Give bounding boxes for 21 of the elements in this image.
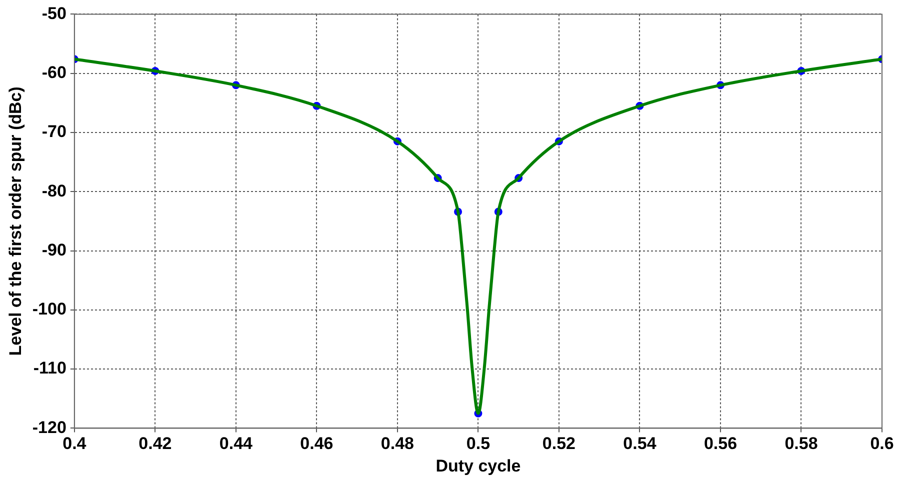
x-tick-label: 0.44 [219, 434, 254, 454]
x-tick-label: 0.54 [623, 434, 657, 454]
y-tick-label: -80 [42, 181, 66, 200]
y-tick-label: -90 [42, 240, 66, 260]
x-tick-label: 0.6 [870, 434, 894, 454]
y-tick-label: -70 [42, 122, 66, 142]
x-tick-label: 0.4 [62, 434, 87, 454]
x-tick-label: 0.56 [704, 434, 738, 454]
x-axis-title: Duty cycle [436, 456, 521, 476]
x-tick-label: 0.42 [138, 434, 172, 454]
y-tick-label: -50 [42, 4, 66, 23]
y-tick-label: -60 [42, 63, 66, 82]
y-tick-label: -120 [32, 418, 66, 437]
x-tick-label: 0.46 [300, 434, 334, 454]
x-tick-label: 0.5 [466, 434, 490, 454]
y-axis-title: Level of the first order spur (dBc) [6, 86, 25, 356]
x-tick-label: 0.52 [542, 434, 576, 454]
x-tick-label: 0.58 [784, 434, 818, 454]
y-tick-label: -110 [33, 358, 66, 378]
x-tick-label: 0.48 [380, 434, 414, 454]
y-tick-label: -100 [32, 300, 66, 319]
